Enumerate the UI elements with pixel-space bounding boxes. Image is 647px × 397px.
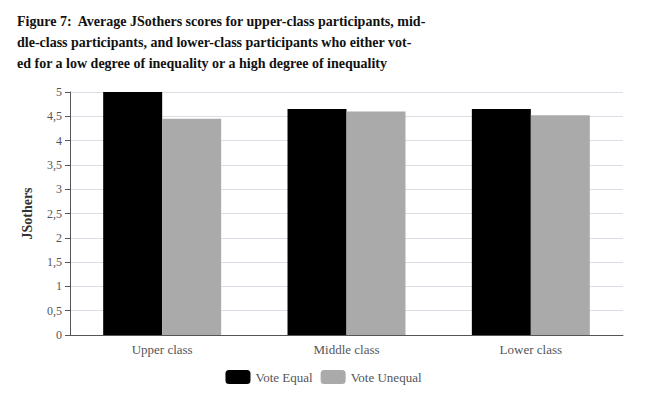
svg-text:3: 3: [56, 182, 62, 196]
svg-text:Vote Unequal: Vote Unequal: [351, 370, 422, 385]
svg-text:Vote Equal: Vote Equal: [255, 370, 313, 385]
svg-text:1,5: 1,5: [47, 255, 62, 269]
svg-text:0: 0: [56, 328, 62, 342]
svg-text:2: 2: [56, 231, 62, 245]
svg-text:ed for a low degree of inequal: ed for a low degree of inequality or a h…: [17, 56, 387, 71]
svg-text:dle-class participants, and lo: dle-class participants, and lower-class …: [17, 35, 412, 50]
svg-text:Figure 7: Average JSothers sc: Figure 7: Average JSothers scores for up…: [17, 14, 426, 29]
svg-text:4,5: 4,5: [47, 109, 62, 123]
svg-text:Lower class: Lower class: [500, 342, 562, 357]
svg-text:Middle class: Middle class: [313, 342, 379, 357]
svg-text:0,5: 0,5: [47, 304, 62, 318]
svg-text:3,5: 3,5: [47, 158, 62, 172]
svg-text:1: 1: [56, 279, 62, 293]
svg-text:JSothers: JSothers: [20, 187, 35, 240]
svg-text:5: 5: [56, 85, 62, 99]
svg-text:Upper class: Upper class: [132, 342, 193, 357]
svg-text:4: 4: [56, 134, 62, 148]
svg-text:2,5: 2,5: [47, 207, 62, 221]
